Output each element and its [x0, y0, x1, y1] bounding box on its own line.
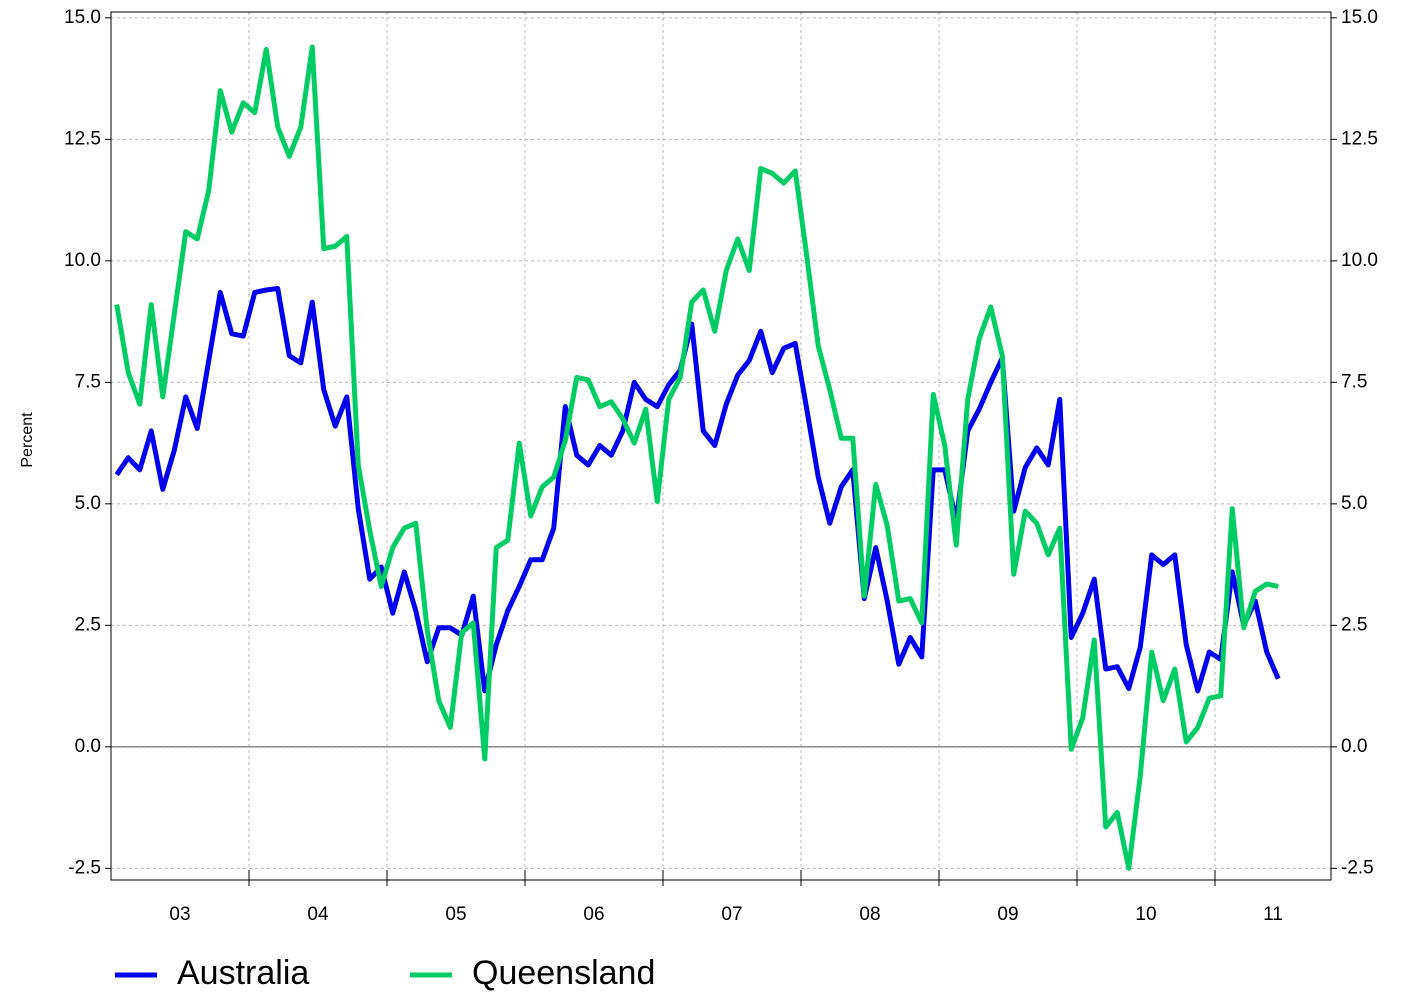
y2-tick-label: 10.0 [1341, 250, 1378, 271]
y2-tick-label: 7.5 [1341, 371, 1367, 392]
x-tick-label: 03 [169, 904, 190, 925]
y-tick-label: 12.5 [64, 128, 101, 149]
y2-tick-label: 15.0 [1341, 7, 1378, 28]
y-axis-label: Percent [19, 412, 36, 468]
y2-tick-label: 12.5 [1341, 128, 1378, 149]
plot-frame [110, 11, 1332, 881]
x-tick-label: 06 [583, 904, 604, 925]
y2-tick-label: -2.5 [1341, 857, 1374, 878]
x-tick-label: 09 [997, 904, 1018, 925]
y2-tick-label: 0.0 [1341, 736, 1367, 757]
legend-label: Australia [177, 954, 309, 992]
y-tick-label: 15.0 [64, 7, 101, 28]
x-tick-label: 10 [1135, 904, 1156, 925]
y-tick-label: 7.5 [75, 371, 101, 392]
series-line [114, 286, 1281, 694]
y-tick-label: 0.0 [75, 736, 101, 757]
y2-tick-label: 2.5 [1341, 614, 1367, 635]
x-tick-label: 05 [445, 904, 466, 925]
x-tick-label: 08 [859, 904, 880, 925]
y-tick-label: 5.0 [75, 493, 101, 514]
x-tick-label: 04 [307, 904, 329, 925]
x-tick-label: 11 [1263, 904, 1283, 925]
legend-label: Queensland [472, 954, 655, 992]
y2-tick-label: 5.0 [1341, 493, 1367, 514]
series-line [114, 44, 1279, 871]
x-tick-label: 07 [721, 904, 742, 925]
y-tick-label: -2.5 [68, 857, 101, 878]
y-tick-label: 10.0 [64, 250, 101, 271]
y-tick-label: 2.5 [75, 614, 101, 635]
